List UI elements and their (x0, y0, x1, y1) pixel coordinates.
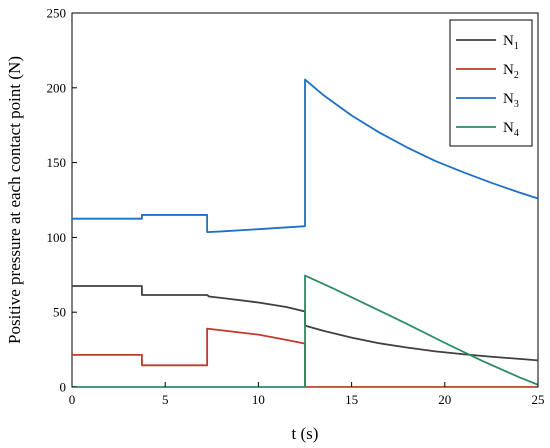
series-layer (72, 78, 538, 387)
legend-label-main: N (503, 120, 514, 136)
y-axis-title: Positive pressure at each contact point … (5, 56, 24, 344)
legend-label-n4: N4 (503, 120, 519, 139)
legend-label-subscript: 2 (514, 70, 519, 81)
legend-label-main: N (503, 33, 514, 49)
x-tick-label: 10 (252, 392, 265, 407)
y-tick-label: 50 (53, 305, 66, 320)
legend-label-subscript: 4 (514, 128, 519, 139)
x-tick-label: 5 (162, 392, 169, 407)
y-tick-label: 250 (47, 6, 67, 21)
x-tick-label: 0 (69, 392, 76, 407)
legend-box (449, 19, 533, 147)
x-tick-label: 15 (345, 392, 358, 407)
series-line-n4 (72, 274, 538, 387)
legend-label-subscript: 3 (514, 99, 519, 110)
x-tick-label: 20 (438, 392, 451, 407)
legend-label-n3: N3 (503, 91, 519, 110)
legend-label-main: N (503, 91, 514, 107)
y-tick-label: 0 (60, 380, 67, 395)
y-tick-label: 150 (47, 155, 67, 170)
series-line-n3 (72, 78, 538, 234)
y-tick-label: 100 (47, 230, 67, 245)
x-axis-title: t (s) (292, 424, 319, 443)
legend-label-n2: N2 (503, 62, 519, 81)
legend-label-n1: N1 (503, 33, 519, 52)
x-tick-label: 25 (532, 392, 545, 407)
legend-label-subscript: 1 (514, 41, 519, 52)
y-tick-label: 200 (47, 80, 67, 95)
legend-label-main: N (503, 62, 514, 78)
